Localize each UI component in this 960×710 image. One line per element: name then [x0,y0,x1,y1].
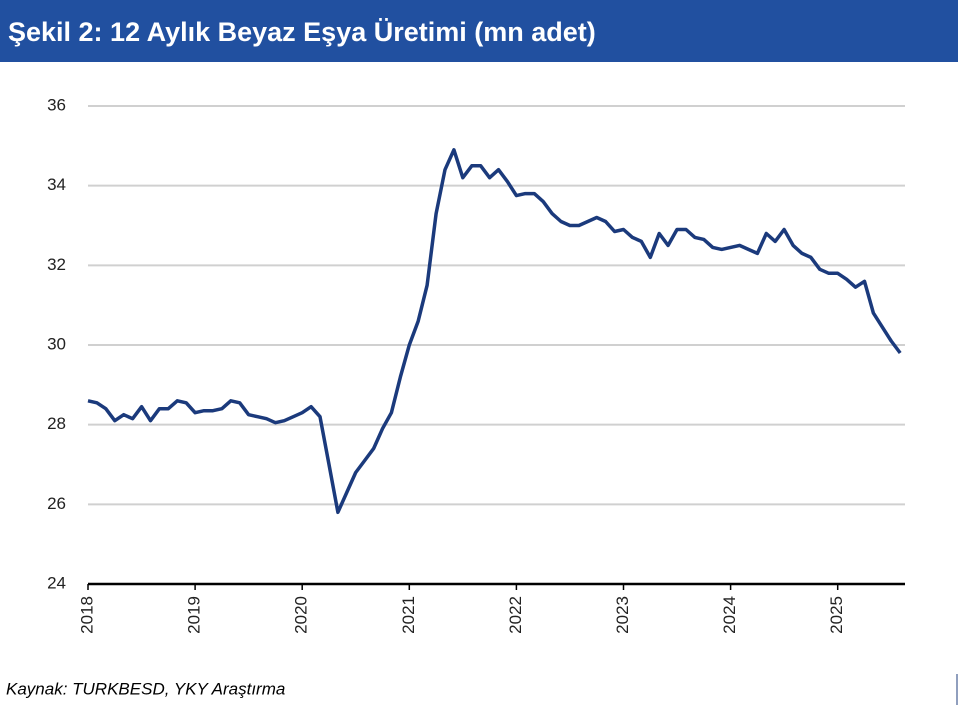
x-tick-label: 2022 [506,596,525,634]
x-tick-label: 2023 [613,596,632,634]
y-tick-label: 24 [47,573,66,592]
x-tick-label: 2020 [292,596,311,634]
x-tick-label: 2021 [399,596,418,634]
x-tick-label: 2019 [185,596,204,634]
y-tick-label: 28 [47,414,66,433]
chart-title: Şekil 2: 12 Aylık Beyaz Eşya Üretimi (mn… [8,17,596,47]
y-tick-label: 32 [47,255,66,274]
y-tick-label: 36 [47,95,66,114]
x-tick-label: 2024 [720,596,739,634]
source-note: Kaynak: TURKBESD, YKY Araştırma [6,679,285,698]
y-tick-label: 34 [47,175,66,194]
x-tick-label: 2018 [77,596,96,634]
x-tick-label: 2025 [827,596,846,634]
title-bar [0,0,958,62]
data-line [87,148,902,515]
y-tick-label: 26 [47,494,66,513]
y-tick-label: 30 [47,334,66,353]
